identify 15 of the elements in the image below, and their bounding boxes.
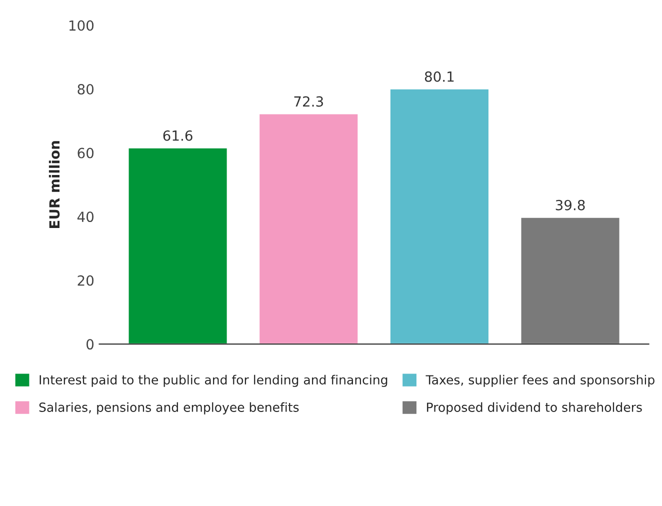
data-label: 80.1 (424, 71, 454, 82)
data-label: 61.6 (163, 130, 192, 141)
y-axis-title: EUR million (48, 141, 60, 228)
legend-label: Salaries, pensions and employee benefits (39, 402, 299, 414)
legend-label: Taxes, supplier fees and sponsorship (426, 374, 654, 387)
y-tick-label: 0 (86, 339, 94, 350)
y-tick-label: 100 (69, 20, 94, 31)
y-tick-label: 80 (78, 84, 94, 95)
legend-label: Interest paid to the public and for lending and financing (40, 374, 388, 387)
y-tick-label: 60 (78, 148, 94, 158)
y-tick-label: 20 (78, 275, 94, 286)
data-label: 72.3 (294, 96, 323, 107)
legend-label: Proposed dividend to shareholders (426, 402, 642, 414)
data-label: 39.8 (556, 200, 585, 210)
y-tick-label: 40 (77, 212, 94, 222)
